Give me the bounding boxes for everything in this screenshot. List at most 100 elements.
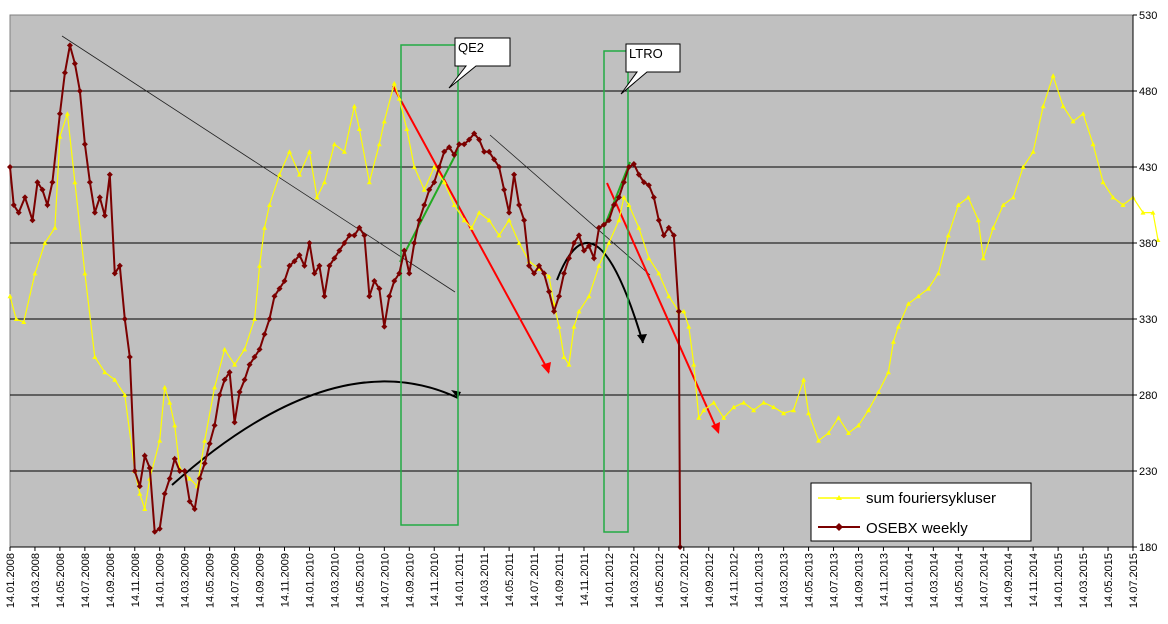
- data-point: [121, 316, 128, 322]
- data-point: [266, 316, 273, 322]
- data-point: [181, 468, 188, 474]
- data-point: [546, 273, 552, 279]
- data-point: [296, 172, 302, 177]
- data-point: [166, 475, 173, 482]
- data-point: [306, 149, 312, 154]
- data-point: [456, 141, 463, 148]
- data-point: [655, 217, 662, 224]
- x-tick-label: 14.01.2013: [754, 553, 766, 608]
- data-point: [351, 103, 357, 109]
- data-point: [441, 148, 448, 155]
- data-point: [645, 182, 652, 189]
- data-point: [1110, 194, 1116, 200]
- y-tick-label: 280: [1139, 390, 1157, 402]
- x-tick-label: 14.07.2011: [529, 553, 541, 607]
- data-point: [566, 362, 572, 367]
- y-tick-label: 230: [1139, 466, 1157, 478]
- data-point: [262, 225, 268, 230]
- data-point: [296, 252, 303, 259]
- data-point: [56, 110, 63, 117]
- data-point: [596, 263, 602, 268]
- legend-frame: [810, 482, 1032, 542]
- data-point: [461, 141, 468, 148]
- data-point: [49, 179, 56, 186]
- data-point: [590, 255, 597, 262]
- data-point: [92, 354, 98, 359]
- trend-line-2: [489, 134, 651, 276]
- data-point: [316, 262, 323, 269]
- data-point: [621, 194, 627, 200]
- data-point: [945, 232, 951, 238]
- data-point: [261, 331, 268, 338]
- data-point: [855, 422, 861, 428]
- y-axis: 180 230 280 330 380 430 480 530: [1132, 10, 1157, 554]
- data-point: [91, 209, 98, 216]
- data-point: [111, 270, 118, 277]
- data-point: [905, 301, 911, 306]
- data-point: [226, 369, 233, 376]
- data-point: [151, 528, 158, 535]
- data-point: [126, 354, 133, 360]
- data-point: [366, 293, 373, 300]
- data-point: [131, 468, 138, 474]
- data-point: [142, 506, 148, 511]
- data-point: [895, 324, 901, 329]
- x-tick-label: 14.07.2013: [829, 553, 841, 608]
- data-point: [66, 42, 73, 49]
- data-point: [741, 400, 747, 405]
- green-trend-2: [604, 161, 631, 226]
- x-tick-label: 14.01.2012: [604, 553, 616, 608]
- x-tick-label: 14.07.2015: [1128, 553, 1140, 608]
- x-tick-label: 14.01.2008: [5, 553, 17, 608]
- x-tick-label: 14.05.2008: [55, 553, 67, 608]
- data-point: [640, 179, 647, 186]
- data-point: [171, 455, 178, 462]
- data-point: [721, 415, 727, 420]
- data-point: [761, 400, 767, 405]
- data-point: [404, 126, 410, 131]
- data-point: [331, 141, 337, 147]
- data-point: [516, 202, 523, 208]
- data-point: [650, 194, 657, 201]
- data-point: [291, 258, 298, 265]
- data-point: [167, 400, 173, 405]
- y-tick-label: 480: [1139, 86, 1157, 98]
- x-tick-label: 14.07.2009: [230, 553, 242, 608]
- data-point: [890, 339, 896, 344]
- x-tick-label: 14.03.2012: [629, 553, 641, 608]
- data-point: [71, 60, 78, 67]
- data-point: [306, 240, 313, 246]
- x-tick-label: 14.03.2014: [928, 553, 940, 608]
- data-point: [61, 69, 68, 76]
- x-tick-label: 14.05.2010: [354, 553, 366, 608]
- data-point: [112, 377, 118, 382]
- data-point: [620, 179, 627, 186]
- data-point: [826, 430, 832, 435]
- x-tick-label: 14.03.2009: [180, 553, 192, 608]
- data-point: [556, 324, 562, 329]
- legend-marker-1: [836, 495, 842, 500]
- x-tick-label: 14.11.2014: [1028, 553, 1040, 607]
- data-point: [406, 270, 413, 277]
- data-point: [391, 80, 397, 86]
- data-point: [660, 232, 667, 239]
- qe2-callout-shape: [448, 37, 511, 89]
- data-point: [615, 194, 622, 201]
- red-arrow-1-head: [541, 362, 551, 374]
- data-point: [122, 392, 128, 397]
- data-point: [101, 212, 108, 219]
- data-point: [202, 438, 208, 443]
- data-point: [257, 263, 263, 268]
- data-point: [691, 362, 697, 367]
- x-tick-label: 14.05.2012: [654, 553, 666, 608]
- data-point: [42, 240, 48, 245]
- data-point: [15, 209, 22, 216]
- data-point: [600, 221, 607, 228]
- data-point: [391, 278, 398, 284]
- data-point: [516, 240, 522, 245]
- data-point: [32, 270, 38, 276]
- data-point: [241, 376, 248, 383]
- data-point: [751, 407, 757, 413]
- data-point: [491, 156, 498, 163]
- data-point: [576, 308, 582, 314]
